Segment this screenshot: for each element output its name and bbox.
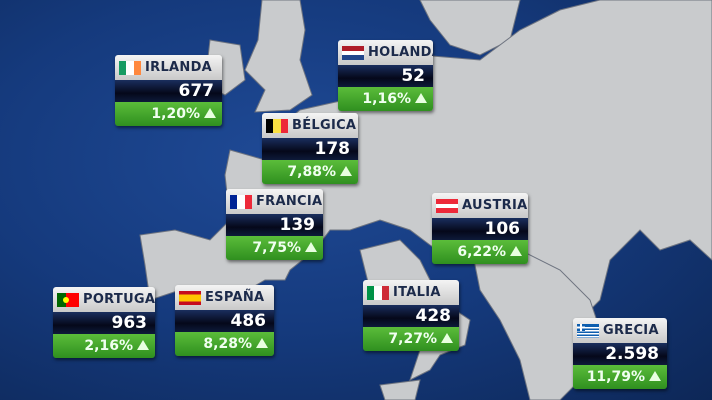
country-header: AUSTRIA (432, 193, 528, 218)
belgium-flag-icon (266, 118, 288, 133)
country-header: GRECIA (573, 318, 667, 343)
country-value: 178 (262, 138, 358, 160)
country-name: HOLANDA (368, 45, 433, 60)
country-value: 2.598 (573, 343, 667, 365)
country-value: 106 (432, 218, 528, 240)
country-header: ITALIA (363, 280, 459, 305)
austria-flag-icon (436, 198, 458, 213)
country-name: BÉLGICA (292, 118, 357, 133)
france-flag-icon (230, 194, 252, 209)
country-header: ESPAÑA (175, 285, 274, 310)
country-change: 8,28% (175, 332, 274, 356)
country-change: 1,20% (115, 102, 222, 126)
country-value: 428 (363, 305, 459, 327)
country-box-spain: ESPAÑA 486 8,28% (175, 285, 274, 356)
country-change: 7,88% (262, 160, 358, 184)
country-name: FRANCIA (256, 194, 323, 209)
up-arrow-icon (305, 242, 317, 252)
country-box-greece: GRECIA 2.598 11,79% (573, 318, 667, 389)
ireland-flag-icon (119, 60, 141, 75)
change-percent: 2,16% (84, 338, 133, 354)
country-value: 139 (226, 214, 323, 236)
country-box-ireland: IRLANDA 677 1,20% (115, 55, 222, 126)
netherlands-flag-icon (342, 45, 364, 60)
land-sicily (379, 379, 421, 400)
country-box-austria: AUSTRIA 106 6,22% (432, 193, 528, 264)
up-arrow-icon (510, 246, 522, 256)
country-change: 6,22% (432, 240, 528, 264)
country-change: 1,16% (338, 87, 433, 111)
country-change: 7,27% (363, 327, 459, 351)
greece-flag-icon (577, 323, 599, 338)
italy-flag-icon (367, 285, 389, 300)
country-name: GRECIA (603, 323, 659, 338)
land-uk (244, 0, 313, 113)
country-header: BÉLGICA (262, 113, 358, 138)
change-percent: 1,20% (151, 106, 200, 122)
country-box-netherlands: HOLANDA 52 1,16% (338, 40, 433, 111)
up-arrow-icon (415, 93, 427, 103)
country-box-belgium: BÉLGICA 178 7,88% (262, 113, 358, 184)
country-box-france: FRANCIA 139 7,75% (226, 189, 323, 260)
country-name: AUSTRIA (462, 198, 528, 213)
country-value: 486 (175, 310, 274, 332)
land-balkans (469, 239, 601, 400)
country-header: HOLANDA (338, 40, 433, 65)
country-value: 52 (338, 65, 433, 87)
up-arrow-icon (137, 340, 149, 350)
change-percent: 7,88% (287, 164, 336, 180)
up-arrow-icon (340, 166, 352, 176)
country-header: IRLANDA (115, 55, 222, 80)
up-arrow-icon (649, 371, 661, 381)
country-name: IRLANDA (145, 60, 213, 75)
change-percent: 7,27% (388, 331, 437, 347)
change-percent: 6,22% (457, 244, 506, 260)
country-change: 2,16% (53, 334, 155, 358)
up-arrow-icon (204, 108, 216, 118)
country-change: 7,75% (226, 236, 323, 260)
country-change: 11,79% (573, 365, 667, 389)
country-value: 963 (53, 312, 155, 334)
up-arrow-icon (256, 338, 268, 348)
land-scandinavia (419, 0, 521, 56)
change-percent: 7,75% (252, 240, 301, 256)
country-name: ITALIA (393, 285, 441, 300)
portugal-flag-icon (57, 292, 79, 307)
country-header: FRANCIA (226, 189, 323, 214)
change-percent: 11,79% (586, 369, 645, 385)
spain-flag-icon (179, 290, 201, 305)
country-name: ESPAÑA (205, 290, 265, 305)
country-value: 677 (115, 80, 222, 102)
change-percent: 1,16% (362, 91, 411, 107)
change-percent: 8,28% (203, 336, 252, 352)
country-box-italy: ITALIA 428 7,27% (363, 280, 459, 351)
up-arrow-icon (441, 333, 453, 343)
country-header: PORTUGAL (53, 287, 155, 312)
country-box-portugal: PORTUGAL 963 2,16% (53, 287, 155, 358)
country-name: PORTUGAL (83, 292, 155, 307)
